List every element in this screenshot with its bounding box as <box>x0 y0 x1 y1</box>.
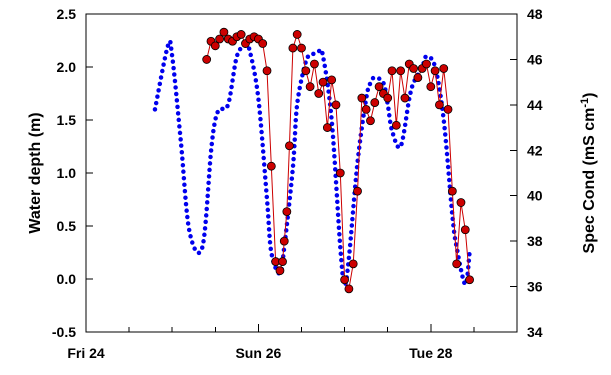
right-y-axis-title-end: ) <box>581 93 598 98</box>
spec-cond-marker <box>279 236 289 246</box>
series-water-depth <box>152 38 472 287</box>
spec-cond-marker <box>383 93 393 103</box>
spec-cond-marker <box>210 41 220 51</box>
spec-cond-marker <box>460 225 470 235</box>
spec-cond-marker <box>297 43 306 53</box>
spec-cond-marker <box>282 207 292 217</box>
spec-cond-marker <box>396 66 406 76</box>
spec-cond-marker <box>327 75 337 85</box>
spec-cond-marker <box>335 168 345 178</box>
spec-cond-marker <box>435 100 444 110</box>
spec-cond-marker <box>275 266 285 276</box>
spec-cond-marker <box>443 105 453 114</box>
spec-cond-marker <box>310 59 319 69</box>
left-y-axis-title: Water depth (m) <box>27 112 44 233</box>
spec-cond-marker <box>278 257 287 266</box>
spec-cond-marker <box>301 66 311 76</box>
spec-cond-marker <box>318 77 328 87</box>
x-tick-label: Tue 28 <box>409 345 453 361</box>
spec-cond-marker <box>262 66 272 76</box>
spec-cond-marker <box>219 27 229 37</box>
spec-cond-marker <box>452 259 462 269</box>
spec-cond-marker <box>236 30 246 39</box>
spec-cond-marker <box>292 30 302 39</box>
y2-tick-label: 42 <box>527 142 543 158</box>
right-y-axis: 34 36 38 40 42 44 46 48 <box>510 6 543 340</box>
spec-cond-marker <box>387 66 397 76</box>
spec-cond-marker <box>340 275 350 285</box>
y2-tick-label: 46 <box>527 51 543 67</box>
y-tick-label: -0.5 <box>52 324 76 340</box>
spec-cond-marker <box>348 259 358 269</box>
y-tick-label: 2.5 <box>57 6 77 22</box>
y-tick-label: 1.0 <box>57 165 77 181</box>
y2-tick-label: 34 <box>527 324 543 340</box>
y2-tick-label: 48 <box>527 6 543 22</box>
y-tick-label: 0.5 <box>57 218 77 234</box>
spec-cond-marker <box>322 123 332 132</box>
x-axis: Fri 24 Sun 26 Tue 28 <box>67 324 518 361</box>
right-y-axis-title-main: Spec Cond (mS cm <box>581 108 598 254</box>
y2-tick-label: 40 <box>527 188 543 204</box>
spec-cond-marker <box>413 73 423 82</box>
spec-cond-marker <box>409 64 418 73</box>
spec-cond-marker <box>465 275 474 285</box>
spec-cond-marker <box>258 39 268 48</box>
spec-cond-marker <box>370 98 380 107</box>
spec-cond-marker <box>344 284 354 294</box>
spec-cond-marker <box>361 105 371 114</box>
x-tick-label: Sun 26 <box>235 345 281 361</box>
spec-cond-marker <box>305 82 315 92</box>
spec-cond-marker <box>447 186 457 196</box>
y2-tick-label: 36 <box>527 279 543 295</box>
plot-frame <box>85 13 518 333</box>
y-tick-label: 0.0 <box>57 271 77 287</box>
spec-cond-line <box>206 31 471 291</box>
spec-cond-marker <box>422 59 431 69</box>
spec-cond-marker <box>215 34 225 44</box>
spec-cond-marker <box>353 186 362 196</box>
y-tick-label: 1.5 <box>57 112 77 128</box>
spec-cond-marker <box>202 55 212 64</box>
y2-tick-label: 44 <box>527 97 543 113</box>
spec-cond-marker <box>400 93 410 103</box>
water-depth-line <box>152 38 472 287</box>
spec-cond-marker <box>288 43 298 53</box>
spec-cond-marker <box>456 198 466 207</box>
y-tick-label: 2.0 <box>57 59 77 75</box>
spec-cond-marker <box>439 64 449 73</box>
left-y-axis: -0.5 0.0 0.5 1.0 1.5 2.0 2.5 <box>52 6 93 340</box>
x-tick-label: Fri 24 <box>67 345 105 361</box>
spec-cond-marker <box>374 82 384 92</box>
y2-tick-label: 38 <box>527 233 543 249</box>
series-spec-cond <box>202 27 474 294</box>
spec-cond-marker <box>426 82 436 92</box>
right-y-axis-title-sup: -1 <box>579 98 591 108</box>
spec-cond-marker <box>331 100 341 110</box>
spec-cond-marker <box>366 116 375 126</box>
spec-cond-marker <box>357 93 367 103</box>
spec-cond-marker <box>266 161 276 171</box>
spec-cond-marker <box>285 141 294 151</box>
spec-cond-marker <box>430 66 440 76</box>
right-y-axis-title: Spec Cond (mS cm-1) <box>579 93 598 254</box>
spec-cond-marker <box>391 120 401 130</box>
spec-cond-marker <box>314 89 324 98</box>
